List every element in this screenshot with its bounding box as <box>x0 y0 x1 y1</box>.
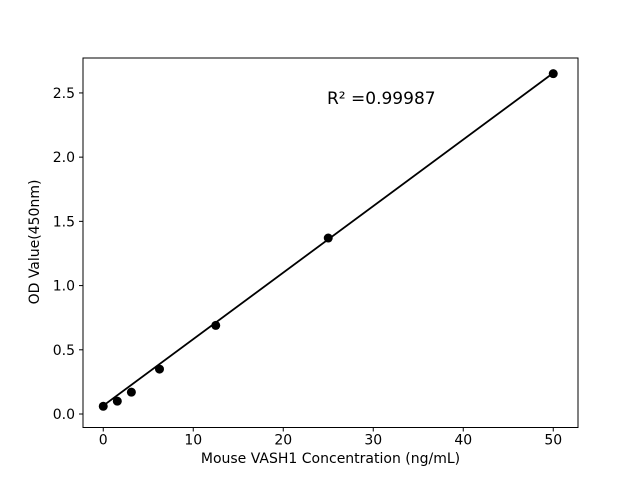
y-tick-label: 1.0 <box>53 279 75 295</box>
data-point <box>126 387 136 397</box>
x-axis-label: Mouse VASH1 Concentration (ng/mL) <box>200 451 461 467</box>
x-tick-label: 10 <box>184 433 202 449</box>
plot-frame <box>82 57 579 428</box>
x-tick-label: 50 <box>544 433 562 449</box>
x-tick-label: 40 <box>454 433 472 449</box>
data-point <box>155 364 164 374</box>
y-tick-label: 2.0 <box>53 150 75 166</box>
x-tick-label: 0 <box>99 433 108 449</box>
y-tick-label: 0.5 <box>53 343 75 359</box>
data-point <box>548 69 558 79</box>
y-axis-label: OD Value(450nm) <box>27 179 43 305</box>
x-tick-label: 20 <box>274 433 292 449</box>
data-point <box>112 396 122 406</box>
r-squared-annotation: R² =0.99987 <box>327 89 436 109</box>
data-point <box>211 320 221 330</box>
y-tick-label: 0.0 <box>53 407 75 423</box>
y-tick-label: 1.5 <box>53 214 75 230</box>
data-point <box>98 401 108 411</box>
y-tick-label: 2.5 <box>53 86 75 102</box>
data-point <box>323 233 333 243</box>
x-tick-label: 30 <box>364 433 382 449</box>
